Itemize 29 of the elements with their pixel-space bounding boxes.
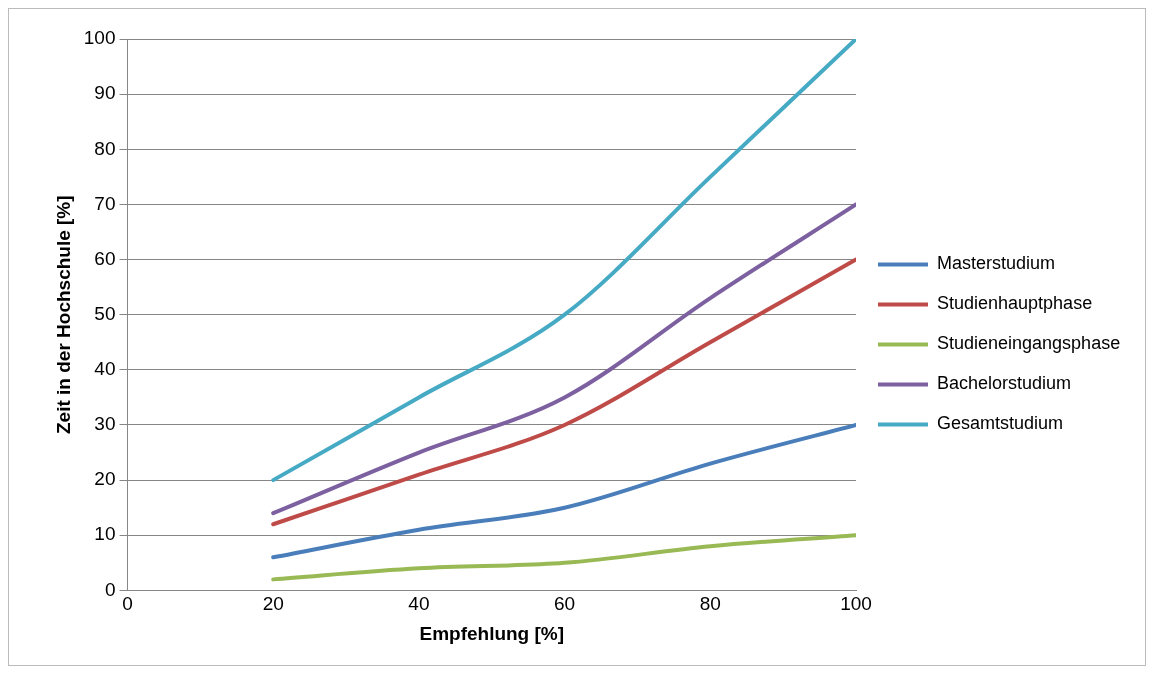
y-axis-title: Zeit in der Hochschule [%] [52, 195, 74, 434]
legend-label: Gesamtstudium [937, 413, 1064, 434]
legend-label: Studieneingangsphase [937, 333, 1121, 354]
x-tick-label: 40 [408, 593, 430, 615]
y-tick-label: 70 [94, 192, 116, 214]
x-tick-label: 80 [699, 593, 721, 615]
line-series [271, 422, 856, 560]
y-tick-label: 60 [94, 247, 116, 269]
y-tick-label: 40 [94, 358, 116, 380]
line-series [271, 39, 856, 483]
legend-label: Masterstudium [937, 253, 1056, 274]
line-series [271, 533, 856, 582]
y-tick-label: 100 [83, 27, 116, 49]
line-series [271, 257, 856, 527]
y-tick-label: 50 [94, 302, 116, 324]
y-tick-label: 30 [94, 413, 116, 435]
x-tick-label: 20 [262, 593, 284, 615]
x-axis-title: Empfehlung [%] [419, 622, 565, 644]
legend-label: Bachelorstudium [937, 373, 1072, 394]
y-tick-label: 20 [94, 468, 116, 490]
y-tick-label: 0 [104, 578, 116, 600]
x-tick-label: 60 [554, 593, 576, 615]
legend-label: Studienhauptphase [937, 293, 1093, 314]
y-tick-label: 90 [94, 82, 116, 104]
y-tick-label: 80 [94, 137, 116, 159]
x-tick-label: 0 [122, 593, 133, 615]
x-tick-label: 100 [840, 593, 872, 615]
line-series [271, 202, 856, 516]
y-tick-label: 10 [94, 523, 116, 545]
